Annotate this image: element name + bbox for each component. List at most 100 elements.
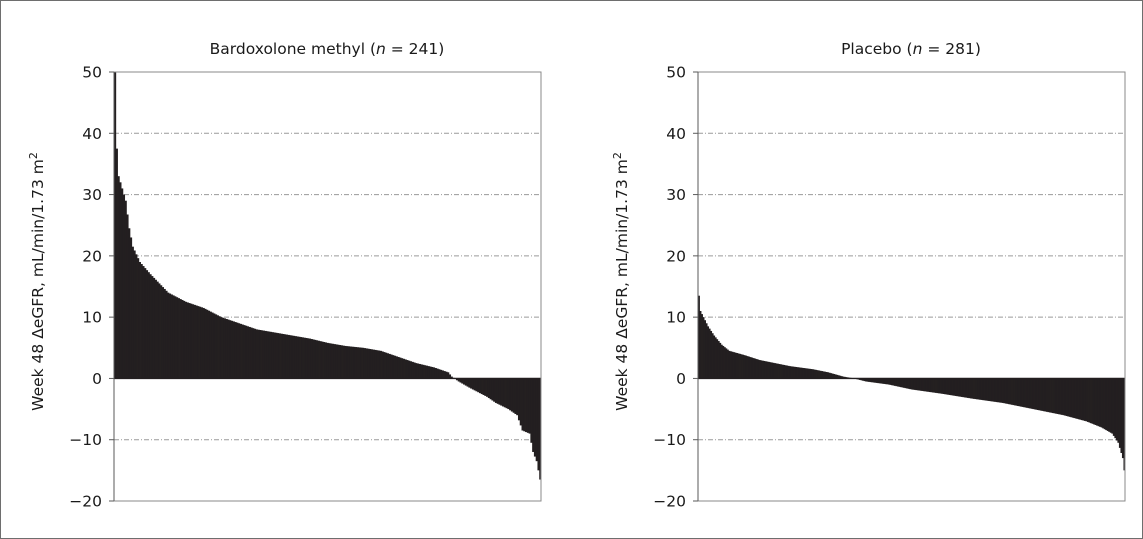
bar xyxy=(121,188,124,379)
bar xyxy=(894,378,896,386)
bar xyxy=(275,332,278,379)
bar xyxy=(246,326,250,379)
bar xyxy=(537,378,540,471)
bar xyxy=(827,372,830,379)
bar xyxy=(1058,378,1061,415)
bar xyxy=(415,363,418,379)
bar xyxy=(471,378,475,390)
y-tick-label: 30 xyxy=(666,186,686,204)
bar xyxy=(1112,378,1115,436)
y-tick-label: −10 xyxy=(69,431,102,449)
bar xyxy=(833,374,836,379)
bar xyxy=(339,345,342,379)
bar xyxy=(305,337,308,379)
bar xyxy=(743,355,746,379)
chart-panel-2: −20 −10 0 10 20 30 40 50 Placebo (n = 281) Week 4… xyxy=(611,40,1126,511)
bar xyxy=(358,347,361,379)
bar xyxy=(393,355,397,379)
bar xyxy=(1088,378,1091,423)
bar xyxy=(746,356,749,379)
bar xyxy=(285,334,289,379)
bar xyxy=(991,378,994,402)
bar xyxy=(174,296,177,379)
bar xyxy=(1041,378,1044,411)
bar xyxy=(895,378,898,387)
bar xyxy=(1108,378,1111,432)
bar xyxy=(983,378,986,401)
bar xyxy=(429,366,432,379)
bar xyxy=(1020,378,1023,407)
bar xyxy=(510,378,514,412)
bar xyxy=(904,378,907,389)
bar xyxy=(207,310,211,379)
bar xyxy=(425,365,428,379)
bar xyxy=(1001,378,1004,403)
bar xyxy=(843,376,846,379)
bar xyxy=(195,305,198,379)
bar xyxy=(284,334,287,379)
bar xyxy=(374,349,377,379)
y-tick-label: 20 xyxy=(82,247,102,265)
bar xyxy=(330,343,333,379)
bar xyxy=(222,317,225,379)
bar xyxy=(1044,378,1047,412)
bar xyxy=(979,378,982,400)
bar xyxy=(699,311,702,379)
y-tick-label: 40 xyxy=(666,125,686,143)
bar xyxy=(734,352,737,379)
bar xyxy=(356,347,359,379)
bar xyxy=(331,343,335,379)
bar xyxy=(503,378,506,408)
y-axis-label-main: Week 48 ΔeGFR, mL/min/1.73 m xyxy=(613,159,631,411)
bar xyxy=(725,348,728,379)
bar xyxy=(726,349,729,379)
bar xyxy=(310,339,313,379)
bar xyxy=(378,350,381,379)
bar xyxy=(535,378,538,462)
bar xyxy=(719,342,722,379)
bar xyxy=(491,378,494,401)
bar xyxy=(383,352,386,379)
bar xyxy=(977,378,980,400)
bar xyxy=(158,283,161,379)
bar xyxy=(1017,378,1020,407)
bar xyxy=(457,378,460,382)
bar xyxy=(1120,378,1123,453)
bar xyxy=(424,365,427,379)
bar xyxy=(298,336,301,379)
bar xyxy=(234,322,237,379)
bar xyxy=(188,303,191,379)
bar xyxy=(780,364,782,379)
bar xyxy=(869,378,872,383)
bar xyxy=(362,347,365,379)
bar xyxy=(1117,378,1120,443)
bar xyxy=(199,306,202,379)
bar xyxy=(117,176,120,379)
bar xyxy=(1070,378,1073,418)
bar xyxy=(775,363,778,379)
chart-title: Placebo (n = 281) xyxy=(841,40,981,58)
bar xyxy=(163,288,166,379)
bar xyxy=(824,371,827,379)
bar xyxy=(448,374,452,379)
bar xyxy=(459,378,462,383)
bar xyxy=(337,344,340,379)
bar xyxy=(980,378,983,400)
bar xyxy=(716,339,719,379)
bar xyxy=(463,378,466,385)
bar xyxy=(1083,378,1086,421)
bar xyxy=(259,330,262,379)
bar xyxy=(1068,378,1071,417)
bar xyxy=(1121,378,1124,459)
bar xyxy=(257,329,260,379)
bar xyxy=(708,328,711,379)
plot-frame xyxy=(113,71,542,502)
bar xyxy=(308,338,312,379)
bar xyxy=(363,348,366,379)
bar xyxy=(204,308,207,379)
bar xyxy=(792,366,795,379)
bar xyxy=(1036,378,1039,410)
bar xyxy=(232,321,235,379)
bar xyxy=(1062,378,1065,416)
bar xyxy=(732,352,735,379)
